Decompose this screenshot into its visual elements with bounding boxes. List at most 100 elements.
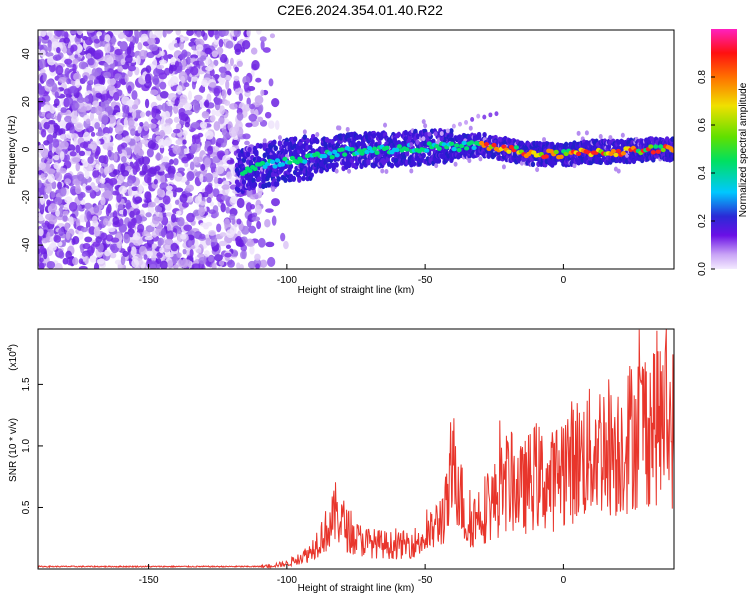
noise-blob [193,156,200,166]
noise-blob [164,110,171,120]
noise-blob [131,186,139,192]
top-x-tick-label: -100 [277,275,297,286]
ridge-halo [468,125,473,131]
noise-blob [191,263,201,269]
noise-blob [164,125,173,135]
noise-blob [120,163,126,174]
noise-blob [68,216,74,225]
noise-blob [58,128,66,136]
noise-blob [102,127,111,136]
noise-blob [86,53,92,59]
noise-blob [226,159,235,165]
noise-blob [42,74,47,82]
ridge-halo [535,167,540,173]
noise-blob [174,98,179,107]
noise-blob [53,162,60,170]
secondary-streak [494,111,499,117]
noise-blob [210,241,216,248]
noise-blob [104,249,111,257]
ridge-halo [302,129,307,135]
ridge-core [424,148,430,153]
noise-blob [146,148,154,158]
noise-blob [39,257,44,263]
noise-blob [126,35,133,42]
noise-blob [149,44,158,52]
noise-blob [103,62,109,68]
noise-blob [69,30,77,35]
noise-blob [145,225,155,233]
noise-blob [153,178,158,185]
noise-blob [156,32,163,39]
noise-blob [95,163,100,171]
colorbar [711,29,737,269]
noise-blob [131,90,138,101]
noise-blob [218,240,228,247]
noise-blob [195,248,202,254]
top-x-axis-label: Height of straight line (km) [298,285,415,296]
noise-blob [251,216,261,222]
noise-blob [56,46,61,54]
top-x-tick-label: -50 [418,275,433,286]
noise-blob [72,236,80,245]
noise-blob [246,30,251,37]
noise-blob [86,211,92,221]
noise-blob [100,232,108,241]
noise-blob [78,229,84,240]
ridge-envelope [334,162,339,168]
ridge-core [543,154,549,159]
noise-blob [103,154,109,165]
ridge-envelope [436,158,442,164]
noise-blob [125,199,132,210]
ridge-core [471,145,477,151]
top-y-tick-label: 40 [21,48,32,60]
noise-blob [43,140,50,146]
noise-blob [96,75,105,81]
noise-blob [139,49,148,60]
noise-blob [64,67,71,78]
noise-blob [127,64,136,72]
noise-blob [172,128,181,134]
noise-blob [219,232,227,237]
noise-blob [120,255,126,266]
noise-blob [182,148,191,155]
noise-blob [283,240,289,250]
snr-panel: -150 -100 -50 0 0.5 1.0 1.5 Height of straigh… [7,328,675,594]
noise-blob [92,100,100,108]
noise-blob [38,179,42,189]
noise-blob [64,58,73,65]
noise-blob [216,137,225,144]
noise-blob [92,215,98,224]
noise-blob [112,30,121,36]
noise-blob [53,98,60,107]
noise-blob [181,156,189,164]
noise-blob [260,40,265,51]
noise-blob [139,121,144,127]
noise-blob [52,131,57,139]
ridge-core [483,142,490,147]
ridge-halo [380,168,385,174]
bottom-y-tick-label: 0.5 [21,500,32,514]
noise-blob [96,140,101,146]
noise-blob [215,165,225,175]
noise-blob [78,150,86,157]
ridge-core [334,153,340,158]
noise-blob [170,242,179,252]
noise-blob [156,152,161,161]
noise-blob [251,59,260,71]
noise-blob [207,30,214,37]
ridge-envelope [257,176,262,182]
ridge-envelope [241,179,247,185]
ridge-envelope [301,175,306,182]
noise-blob [138,184,143,195]
ridge-core [272,164,278,169]
noise-blob [112,169,121,176]
noise-blob [58,227,65,237]
noise-blob [177,167,185,173]
noise-blob [225,244,232,250]
ridge-core [653,144,659,149]
noise-blob [173,116,180,123]
noise-blob [54,91,59,99]
noise-blob [109,177,118,186]
noise-blob [159,91,169,99]
noise-blob [114,259,122,265]
